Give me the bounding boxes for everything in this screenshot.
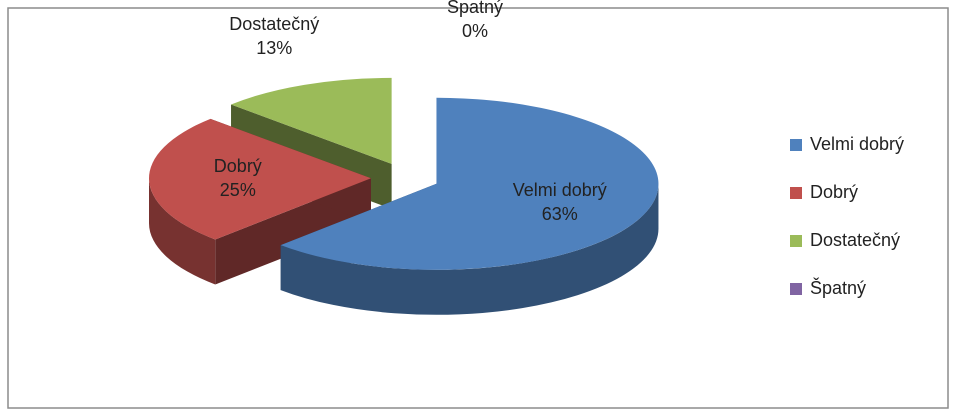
data-label-name: Velmi dobrý: [513, 180, 607, 200]
data-label-value: 13%: [256, 38, 292, 58]
slice-top: [149, 118, 372, 240]
data-label-name: Dobrý: [214, 156, 262, 176]
data-label-name: Špatný: [447, 0, 503, 17]
pie: Velmi dobrý 63% Dobrý 25% Dostatečný 13% Špatn…: [149, 0, 659, 315]
data-label-value: 0%: [462, 21, 488, 41]
legend-swatch: [790, 187, 802, 199]
legend-swatch: [790, 283, 802, 295]
slice: [149, 118, 372, 285]
slice-top: [280, 97, 659, 270]
data-label-value: 25%: [220, 180, 256, 200]
slice-wall: [280, 183, 659, 315]
data-label-value: 63%: [542, 204, 578, 224]
legend-label: Špatný: [810, 277, 866, 298]
legend-label: Dostatečný: [810, 230, 900, 250]
data-label-name: Dostatečný: [229, 14, 319, 34]
legend-label: Dobrý: [810, 182, 858, 202]
legend-swatch: [790, 235, 802, 247]
legend-label: Velmi dobrý: [810, 134, 904, 154]
slice-top: [231, 77, 392, 164]
slice-wall: [149, 178, 216, 285]
legend-swatch: [790, 139, 802, 151]
slice: [280, 97, 659, 315]
legend: Velmi dobrý Dobrý Dostatečný Špatný: [790, 134, 904, 298]
